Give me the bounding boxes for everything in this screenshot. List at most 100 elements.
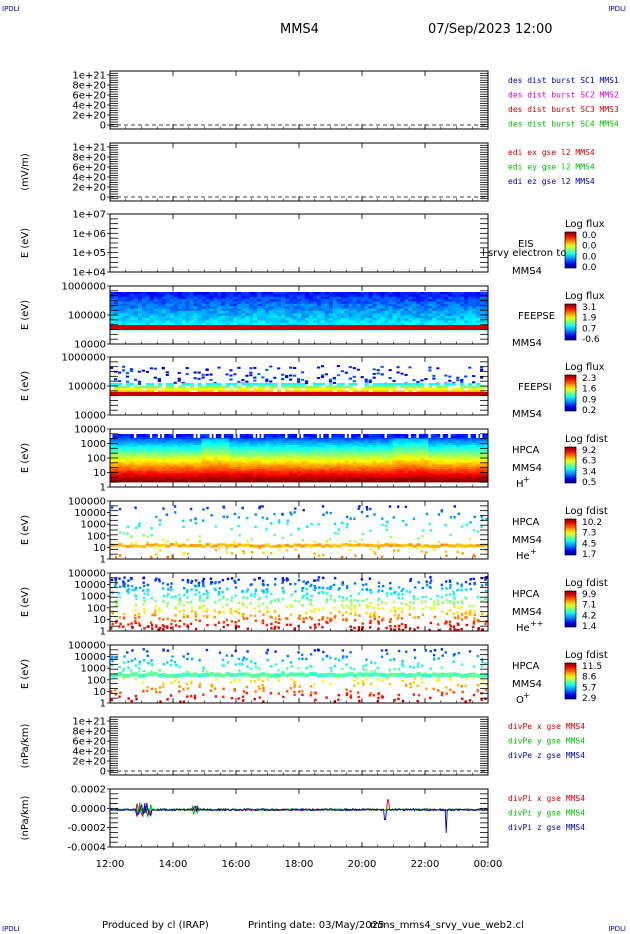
spectrogram-cell (340, 479, 346, 483)
spectrogram-cell (249, 479, 254, 483)
spectrogram-cell (376, 308, 381, 312)
spectrogram-band-cell (185, 544, 190, 548)
spectrogram-cell (424, 322, 429, 326)
spectrogram-cell (145, 436, 151, 439)
spectrogram-cell (368, 299, 373, 302)
spectrogram-cell (316, 475, 322, 479)
spectrogram-cell (300, 471, 306, 474)
spectrogram-cell (226, 515, 229, 519)
spectrogram-cell (312, 301, 318, 305)
spectrogram-cell (217, 318, 222, 321)
spectrogram-cell (149, 473, 155, 476)
spectrogram-cell (253, 477, 258, 481)
spectrogram-cell (388, 320, 393, 324)
spectrogram-band-cell (308, 544, 314, 548)
spectrogram-band-cell (432, 544, 437, 548)
spectrogram-gap (213, 434, 216, 438)
spectrogram-cell (137, 320, 143, 324)
spectrogram-cell (137, 292, 143, 295)
spectrogram-cell (269, 313, 274, 317)
spectrogram-cell (297, 318, 302, 321)
spectrogram-cell (416, 303, 421, 307)
spectrogram-cell (289, 366, 293, 369)
spectrogram-cell (452, 308, 457, 312)
spectrogram-cell (189, 460, 194, 463)
spectrogram-cell (209, 390, 214, 394)
spectrogram-band-cell (237, 543, 242, 547)
spectrogram-cell (165, 311, 170, 314)
spectrogram-cell (133, 473, 139, 476)
spectrogram-cell (237, 366, 241, 369)
spectrogram-cell (300, 383, 306, 386)
spectrogram-cell (440, 318, 445, 321)
spectrogram-cell (117, 449, 123, 452)
spectrogram-cell (125, 460, 131, 463)
spectrogram-cell (340, 464, 346, 468)
spectrogram-cell (452, 303, 457, 307)
spectrogram-cell (425, 512, 429, 516)
spectrogram-cell (237, 303, 242, 307)
spectrogram-cell (205, 477, 210, 481)
spectrogram-cell (460, 466, 465, 470)
spectrogram-cell (269, 380, 273, 383)
spectrogram-cell (452, 311, 457, 314)
spectrogram-gap (448, 434, 451, 438)
spectrogram-cell (273, 301, 278, 305)
spectrogram-cell (189, 436, 194, 439)
spectrogram-cell (316, 366, 321, 369)
spectrogram-cell (141, 447, 147, 450)
colorbar-tick-label: 0.2 (582, 406, 596, 416)
spectrogram-cell (221, 301, 226, 305)
spectrogram-cell (153, 303, 159, 307)
spectrogram-cell (209, 311, 214, 314)
spectrogram-cell (121, 313, 127, 317)
spectrogram-cell (300, 294, 306, 298)
spectrogram-cell (133, 322, 139, 326)
spectrogram-cell (424, 466, 429, 470)
spectrogram-cell (324, 311, 330, 314)
spectrogram-cell (328, 449, 334, 452)
spectrogram-cell (376, 477, 381, 481)
spectrogram-cell (141, 462, 147, 465)
spectrogram-cell (348, 296, 354, 300)
spectrogram-cell (464, 464, 469, 468)
spectrogram-cell (476, 464, 481, 468)
spectrogram-cell (432, 451, 437, 455)
spectrogram-cell (229, 320, 234, 324)
spectrogram-cell (249, 462, 254, 465)
spectrogram-cell (356, 313, 361, 317)
spectrogram-cell (289, 378, 293, 381)
spectrogram-cell (444, 318, 449, 321)
spectrogram-cell (181, 294, 186, 298)
spectrogram-cell (201, 315, 206, 319)
spectrogram-cell (157, 473, 163, 476)
spectrogram-cell (261, 385, 266, 389)
spectrogram-cell (380, 477, 385, 481)
spectrogram-cell (404, 320, 409, 324)
spectrogram-cell (432, 315, 437, 319)
spectrogram-cell (117, 294, 123, 298)
spectrogram-cell (161, 306, 167, 310)
spectrogram-cell (412, 311, 417, 314)
spectrogram-cell (289, 315, 294, 319)
spectrogram-cell (316, 464, 322, 468)
spectrogram-cell (324, 294, 330, 298)
spectrogram-cell (400, 442, 405, 446)
spectrogram-cell (161, 466, 167, 470)
spectrogram-cell (245, 464, 250, 468)
spectrogram-cell (245, 449, 250, 452)
spectrogram-cell (464, 313, 469, 317)
spectrogram-cell (141, 313, 147, 317)
spectrogram-cell (320, 318, 326, 321)
spectrogram-cell (436, 449, 441, 452)
spectrogram-cell (119, 531, 122, 534)
spectrogram-cell (340, 292, 346, 295)
spectrogram-cell (229, 322, 234, 326)
spectrogram-cell (265, 473, 270, 476)
spectrogram-cell (404, 385, 409, 389)
spectrogram-cell (285, 294, 290, 298)
spectrogram-cell (225, 301, 230, 305)
colorbar-title: Log flux (565, 291, 605, 302)
spectrogram-cell (129, 468, 135, 472)
spectrogram-cell (213, 313, 218, 317)
